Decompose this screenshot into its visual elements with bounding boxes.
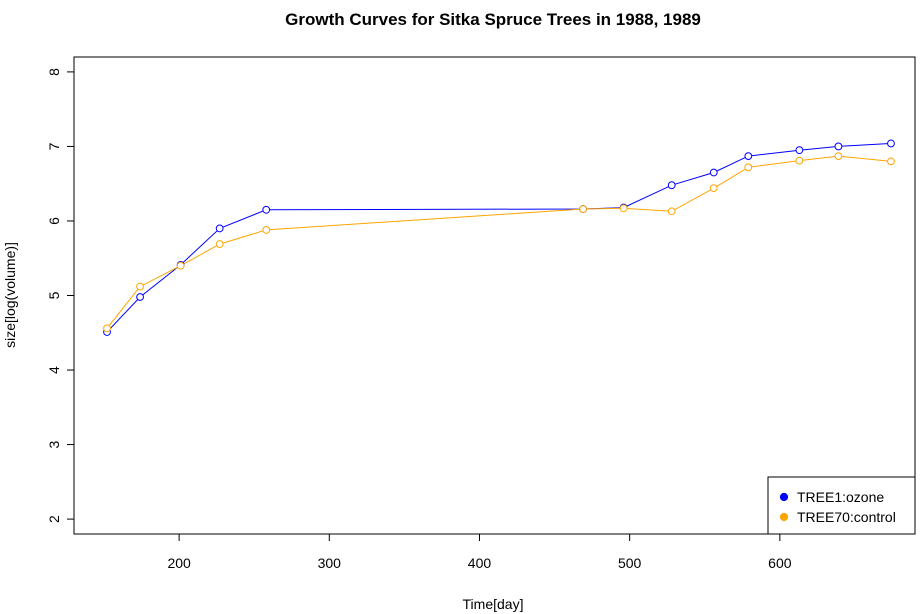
series-2-point	[136, 282, 144, 291]
series-2-point	[619, 204, 628, 213]
y-tick-label: 4	[46, 366, 62, 374]
legend-label-1: TREE1:ozone	[797, 489, 884, 505]
series-1-point	[744, 152, 753, 161]
y-axis: 2 3 4 5 6 7 8	[46, 68, 75, 523]
x-axis-label: Time[day]	[463, 596, 524, 612]
x-tick-label: 600	[768, 555, 792, 571]
series-1-point	[709, 168, 718, 177]
series-2-point	[262, 226, 271, 234]
series-2-point	[834, 152, 843, 161]
series-1-point	[834, 142, 843, 151]
x-tick-label: 400	[468, 555, 492, 571]
series-1-point	[262, 205, 271, 214]
series-1-point	[215, 224, 224, 233]
series-2-point	[744, 163, 753, 172]
y-tick-label: 8	[46, 68, 62, 76]
legend-marker-1	[779, 492, 789, 502]
series-line-1	[106, 143, 892, 333]
y-tick-label: 3	[46, 440, 62, 448]
series-2-point	[795, 156, 804, 165]
y-axis-label: size[log(volume)]	[2, 242, 18, 348]
series-layer	[103, 139, 895, 336]
series-1-point	[795, 146, 804, 155]
series-2-point	[887, 157, 895, 166]
series-2-point	[176, 261, 185, 270]
x-tick-label: 500	[618, 555, 642, 571]
legend: TREE1:ozone TREE70:control	[767, 476, 916, 535]
y-tick-label: 7	[46, 142, 62, 150]
series-2-point	[579, 205, 588, 213]
series-1-point	[136, 293, 144, 301]
series-1-point	[887, 139, 895, 148]
y-tick-label: 2	[46, 515, 62, 523]
chart-title: Growth Curves for Sitka Spruce Trees in …	[285, 10, 701, 29]
legend-box	[767, 476, 916, 535]
series-2-point	[667, 207, 676, 216]
y-tick-label: 5	[46, 291, 62, 299]
series-line-2	[106, 155, 892, 329]
series-2-point	[215, 240, 224, 248]
y-tick-label: 6	[46, 217, 62, 225]
series-2-point	[709, 184, 718, 193]
x-tick-label: 200	[167, 555, 191, 571]
series-1-point	[667, 181, 676, 190]
x-tick-label: 300	[318, 555, 342, 571]
series-2-point	[103, 324, 111, 333]
plot-frame	[73, 56, 916, 535]
legend-label-2: TREE70:control	[797, 509, 896, 525]
x-axis: 200 300 400 500 600	[167, 533, 792, 571]
legend-marker-2	[779, 512, 789, 522]
